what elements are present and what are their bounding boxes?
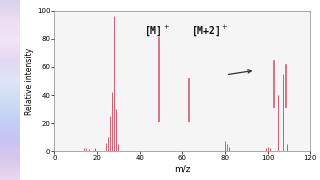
X-axis label: m/z: m/z: [174, 164, 191, 173]
Text: [M]$^+$: [M]$^+$: [144, 23, 170, 38]
Text: [M+2]$^+$: [M+2]$^+$: [191, 23, 229, 38]
Y-axis label: Relative intensity: Relative intensity: [25, 48, 34, 114]
